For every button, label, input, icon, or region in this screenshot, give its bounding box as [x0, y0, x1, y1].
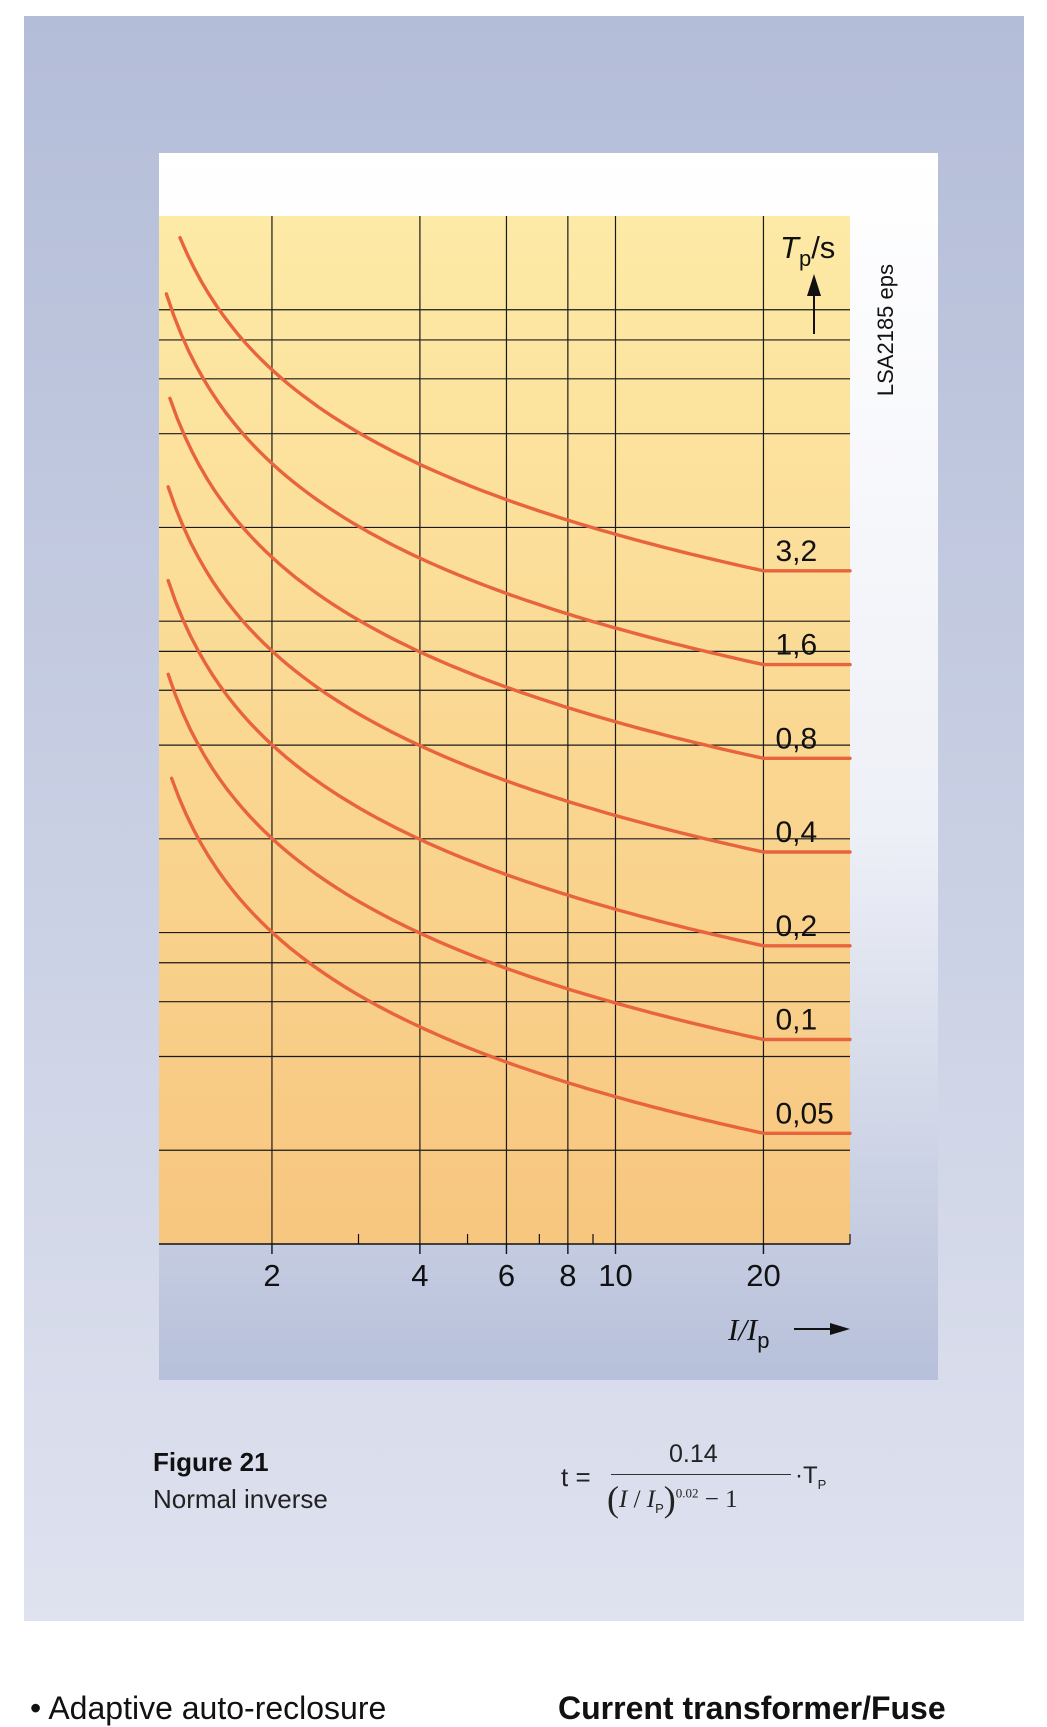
param-label: Tp/s: [780, 230, 835, 271]
chart-area: 1005040302010543210,50,40,30,20,10,05124…: [159, 153, 938, 1380]
chart-svg: 1005040302010543210,50,40,30,20,10,05124…: [159, 216, 898, 1353]
curve-tp-0-05: [169, 776, 852, 1135]
curve-label-0-05: 0,05: [775, 1097, 833, 1130]
curve-tp-3-2: [178, 235, 852, 573]
x-tick-label-10: 10: [598, 1258, 632, 1293]
x-axis-label: I/Ip: [727, 1312, 770, 1353]
x-tick-label-20: 20: [746, 1258, 780, 1293]
formula-numerator: 0.14: [669, 1440, 718, 1468]
formula: t = 0.14 (I / IP)0.02 − 1 ·TP: [559, 1436, 859, 1526]
x-tick-label-6: 6: [498, 1258, 515, 1293]
formula-tp: ·TP: [795, 1462, 827, 1492]
bullet-text: • Adaptive auto-reclosure: [30, 1690, 387, 1726]
figure-name: Normal inverse: [153, 1484, 328, 1514]
formula-i: I: [619, 1486, 628, 1513]
curve-tp-0-2: [166, 578, 852, 948]
formula-denominator: (I / IP)0.02 − 1: [607, 1479, 738, 1519]
formula-minus-one: − 1: [698, 1486, 738, 1513]
figure-number: Figure 21: [153, 1447, 269, 1477]
param-arrow-head: [807, 274, 821, 296]
curve-tp-0-8: [168, 396, 852, 760]
section-heading: Current transformer/Fuse: [558, 1690, 946, 1726]
formula-fraction-bar: [611, 1474, 791, 1475]
x-tick-label-8: 8: [559, 1258, 576, 1293]
curve-label-0-1: 0,1: [775, 1004, 817, 1037]
figure-panel: 1005040302010543210,50,40,30,20,10,05124…: [24, 16, 1024, 1621]
curve-tp-0-4: [166, 485, 852, 854]
formula-ip-sub: P: [655, 1501, 664, 1516]
formula-ip: I: [646, 1486, 656, 1513]
plot-background: [159, 216, 850, 1244]
curve-label-0-4: 0,4: [775, 816, 817, 849]
curve-label-1-6: 1,6: [775, 629, 817, 662]
x-tick-label-4: 4: [411, 1258, 428, 1293]
x-axis-arrow-head: [830, 1323, 850, 1335]
formula-lhs: t =: [561, 1462, 591, 1492]
side-label: LSA2185 eps: [873, 264, 898, 396]
curve-label-0-2: 0,2: [775, 910, 817, 943]
curve-label-0-8: 0,8: [775, 722, 817, 755]
formula-slash: /: [627, 1486, 647, 1513]
curve-label-3-2: 3,2: [775, 535, 817, 568]
x-tick-label-2: 2: [263, 1258, 280, 1293]
formula-exponent: 0.02: [675, 1485, 699, 1501]
curve-tp-0-1: [166, 672, 852, 1042]
curve-tp-1-6: [164, 292, 852, 667]
